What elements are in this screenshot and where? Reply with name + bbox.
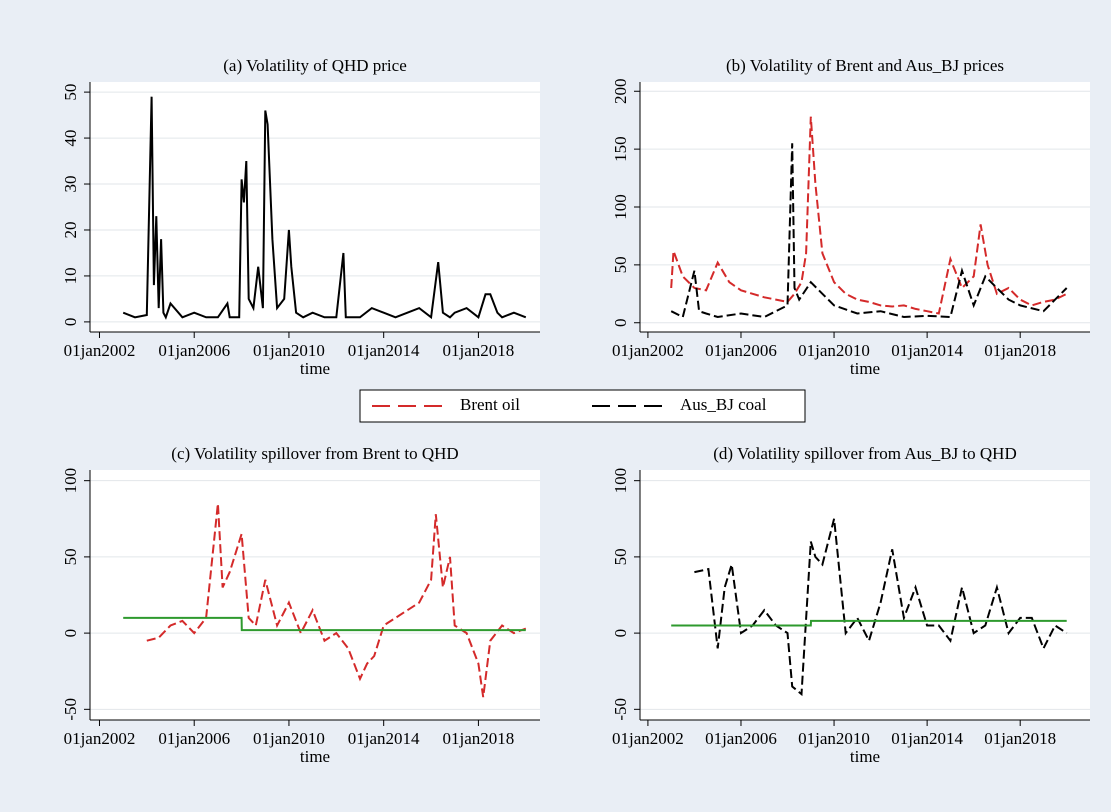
y-tick-label: 50 — [611, 548, 630, 565]
y-tick-label: 100 — [611, 468, 630, 494]
series-line — [122, 96, 527, 320]
series-line — [123, 616, 526, 632]
y-tick-label: 0 — [61, 629, 80, 638]
y-tick-label: 100 — [611, 194, 630, 220]
x-tick-label: 01jan2002 — [612, 729, 684, 748]
y-tick-label: 50 — [611, 256, 630, 273]
panel-title: (d) Volatility spillover from Aus_BJ to … — [713, 444, 1017, 463]
y-tick-label: 20 — [61, 221, 80, 238]
series-line — [671, 619, 1067, 627]
x-tick-label: 01jan2014 — [348, 729, 420, 748]
y-tick-label: -50 — [61, 698, 80, 721]
y-tick-label: 50 — [61, 84, 80, 101]
x-tick-label: 01jan2006 — [705, 341, 777, 360]
x-tick-label: 01jan2002 — [64, 729, 136, 748]
y-tick-label: 150 — [611, 136, 630, 162]
y-tick-label: 0 — [611, 318, 630, 327]
x-tick-label: 01jan2018 — [443, 341, 515, 360]
x-tick-label: 01jan2014 — [891, 729, 963, 748]
y-tick-label: 200 — [611, 79, 630, 105]
panel-title: (c) Volatility spillover from Brent to Q… — [171, 444, 458, 463]
y-tick-label: 0 — [611, 629, 630, 638]
series-line — [670, 143, 1068, 319]
x-tick-label: 01jan2014 — [348, 341, 420, 360]
panel-title: (a) Volatility of QHD price — [223, 56, 407, 75]
x-tick-label: 01jan2006 — [705, 729, 777, 748]
series-line — [694, 518, 1068, 697]
x-tick-label: 01jan2010 — [253, 341, 325, 360]
x-tick-label: 01jan2006 — [158, 341, 230, 360]
x-tick-label: 01jan2002 — [64, 341, 136, 360]
x-tick-label: 01jan2014 — [891, 341, 963, 360]
legend-label: Brent oil — [460, 395, 520, 414]
plot-area — [90, 82, 540, 332]
y-tick-label: 50 — [61, 548, 80, 565]
plot-area — [90, 470, 540, 720]
y-tick-label: 10 — [61, 267, 80, 284]
y-tick-label: -50 — [611, 698, 630, 721]
x-tick-label: 01jan2002 — [612, 341, 684, 360]
y-tick-label: 40 — [61, 130, 80, 147]
plot-area — [640, 470, 1090, 720]
panel-title: (b) Volatility of Brent and Aus_BJ price… — [726, 56, 1004, 75]
x-tick-label: 01jan2006 — [158, 729, 230, 748]
x-tick-label: 01jan2010 — [798, 729, 870, 748]
series-line — [670, 116, 1068, 315]
x-tick-label: 01jan2010 — [798, 341, 870, 360]
x-axis-label: time — [300, 359, 330, 378]
x-axis-label: time — [850, 359, 880, 378]
x-tick-label: 01jan2010 — [253, 729, 325, 748]
y-tick-label: 30 — [61, 176, 80, 193]
y-tick-label: 0 — [61, 318, 80, 327]
x-tick-label: 01jan2018 — [984, 341, 1056, 360]
y-tick-label: 100 — [61, 468, 80, 494]
x-tick-label: 01jan2018 — [443, 729, 515, 748]
x-axis-label: time — [850, 747, 880, 766]
x-tick-label: 01jan2018 — [984, 729, 1056, 748]
x-axis-label: time — [300, 747, 330, 766]
legend-label: Aus_BJ coal — [680, 395, 767, 414]
